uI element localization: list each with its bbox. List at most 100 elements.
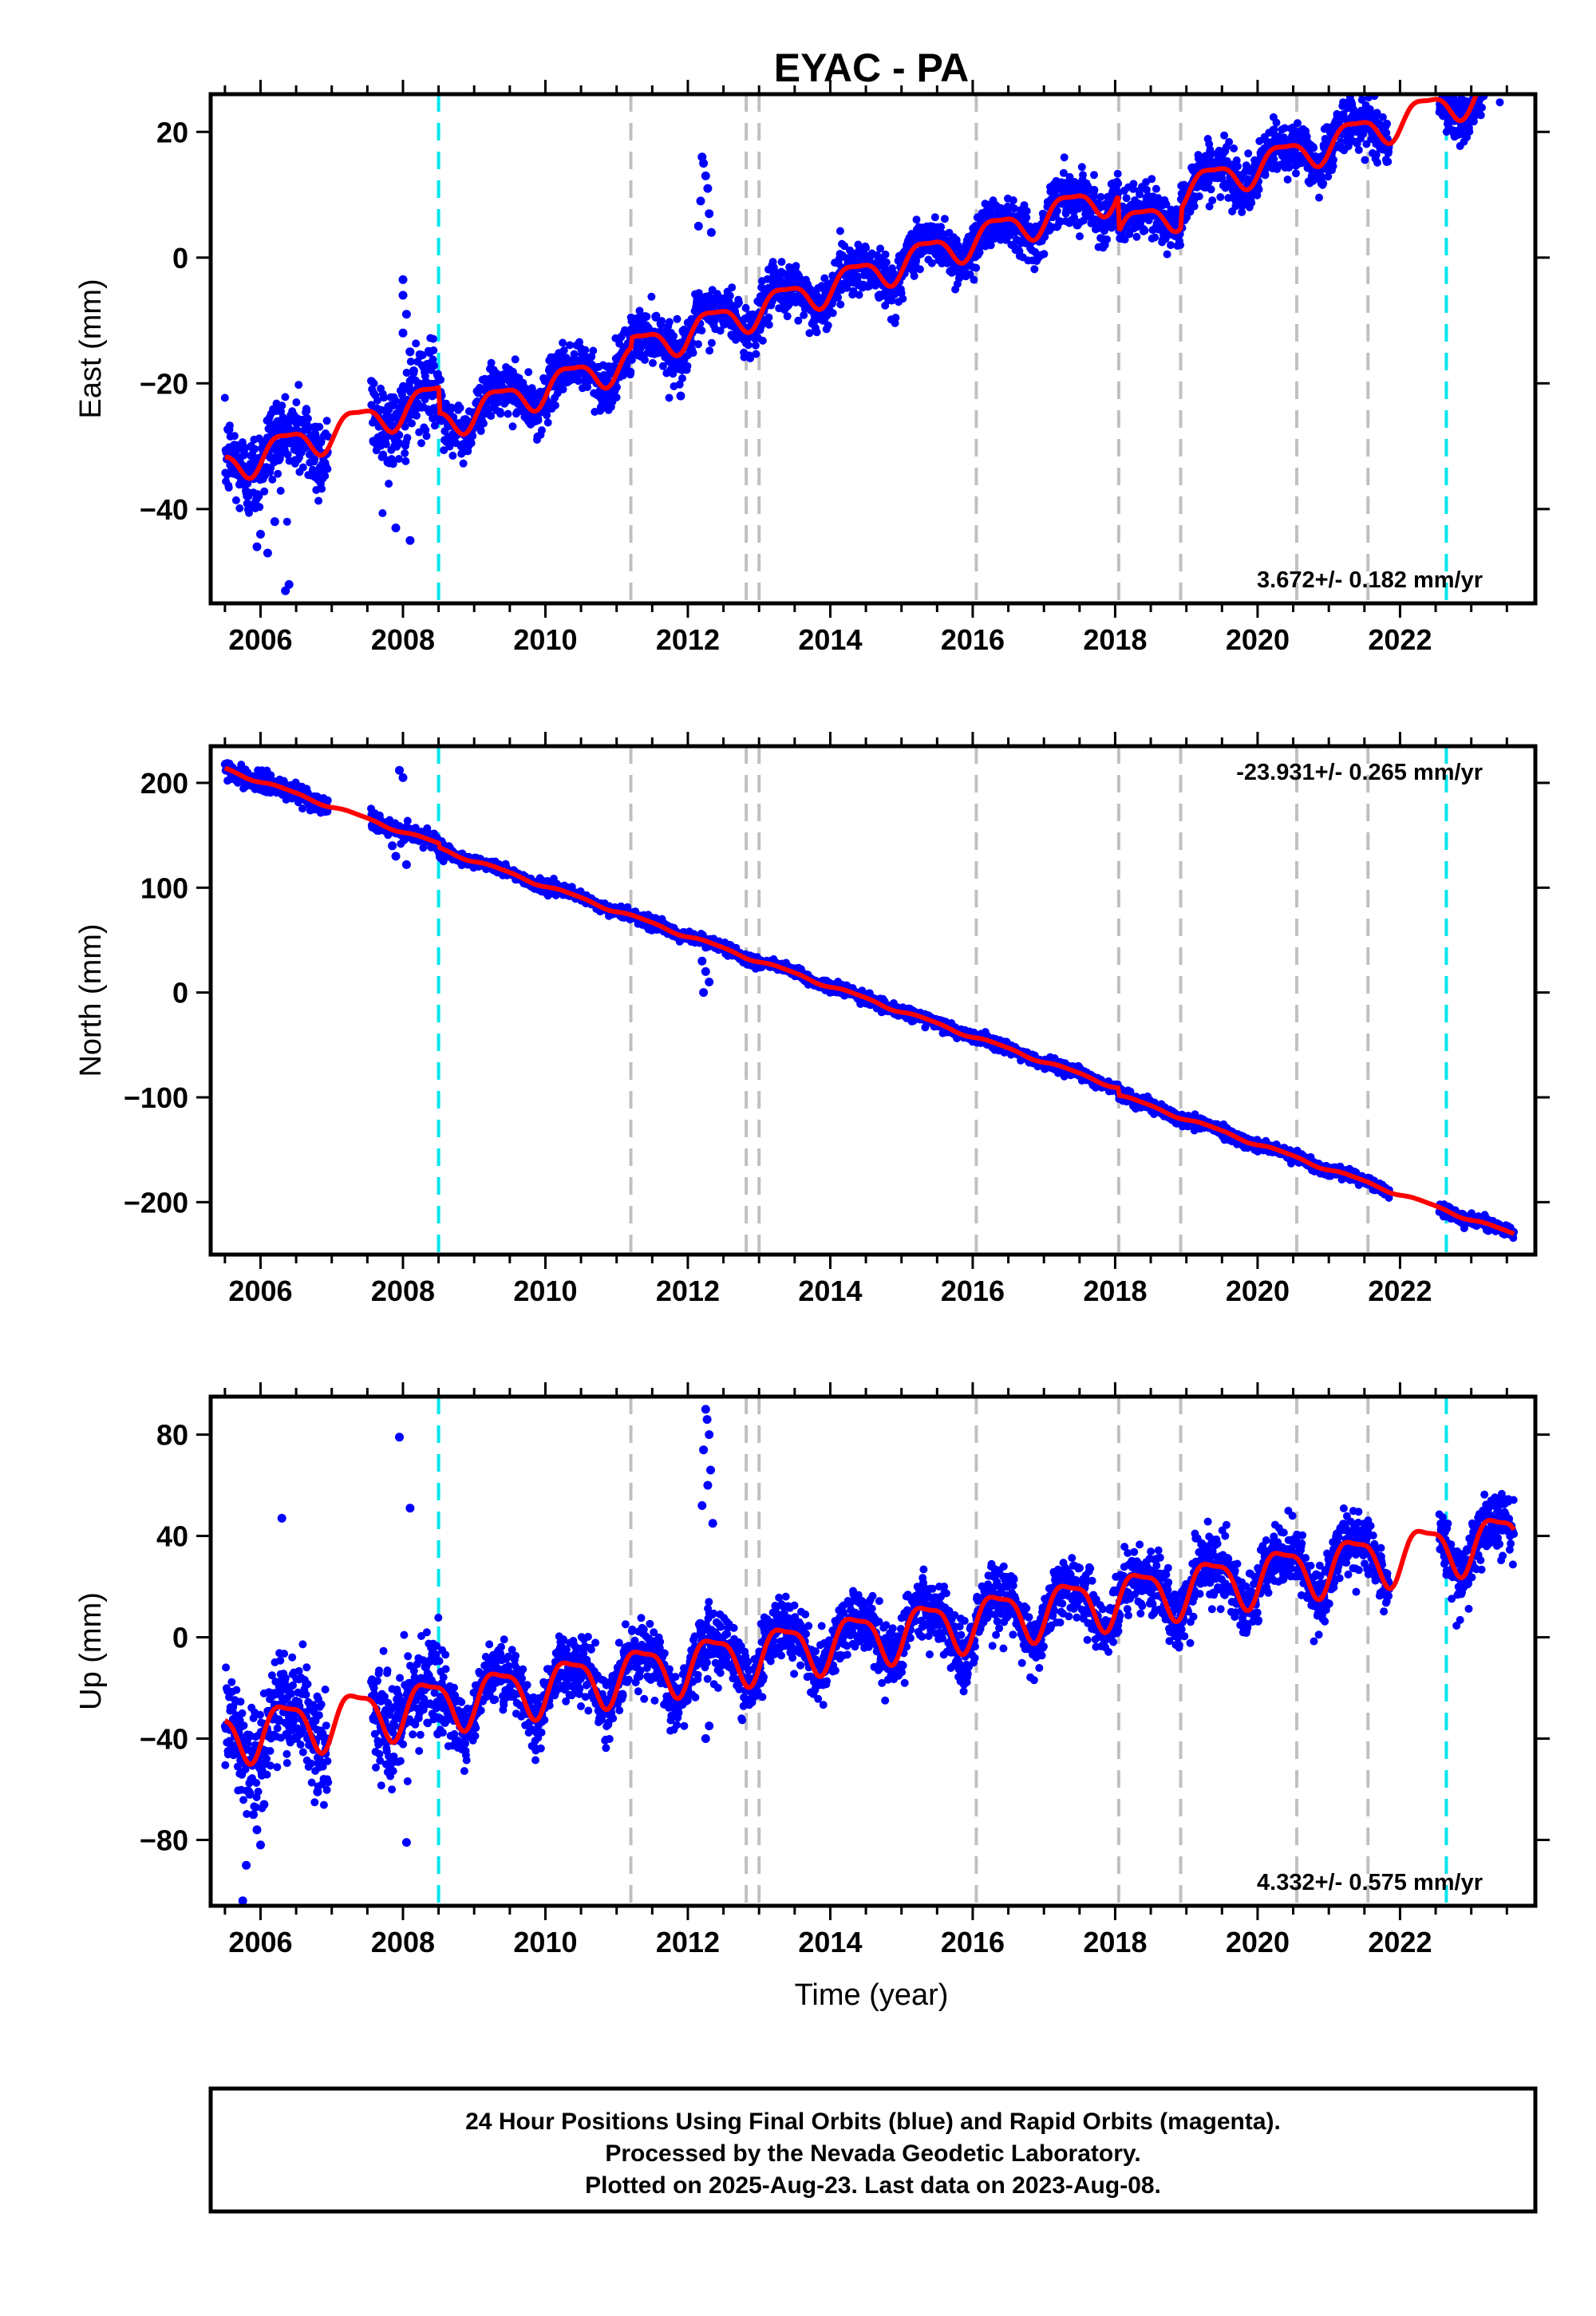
east-data-point (855, 290, 863, 299)
east-data-point (566, 341, 574, 350)
east-data-point (891, 314, 900, 322)
east-data-point (751, 341, 760, 350)
east-data-point (1010, 204, 1018, 213)
east-data-point (1079, 171, 1087, 180)
east-data-point (669, 370, 678, 378)
east-x-tick-label: 2018 (1083, 623, 1147, 656)
east-data-point (1270, 125, 1278, 134)
east-data-point (1285, 164, 1294, 172)
east-data-point (764, 320, 773, 329)
east-data-point (437, 375, 445, 384)
east-data-point (1122, 194, 1131, 203)
east-data-point (1244, 149, 1253, 158)
east-data-point (769, 263, 778, 272)
east-data-point (744, 341, 753, 350)
east-data-point (930, 213, 939, 222)
east-data-point (314, 496, 323, 505)
east-data-point (1373, 109, 1381, 117)
east-data-point (940, 215, 949, 223)
east-data-point (758, 336, 767, 345)
east-data-point (430, 421, 439, 430)
east-data-point (429, 334, 437, 343)
east-data-point (675, 380, 684, 389)
east-data-point (487, 412, 496, 421)
east-data-point (1357, 96, 1366, 105)
east-data-point (1142, 185, 1151, 194)
east-data-point (551, 401, 559, 409)
east-data-point (1378, 113, 1387, 121)
east-data-point (697, 326, 706, 335)
east-outlier-point (263, 548, 272, 558)
east-data-point (1382, 128, 1391, 137)
east-data-point (927, 259, 936, 267)
east-data-point (757, 283, 766, 292)
east-data-point (1281, 124, 1289, 132)
east-data-point (542, 376, 551, 385)
east-data-point (912, 215, 921, 224)
east-outlier-point (705, 209, 714, 219)
east-outlier-point (391, 524, 401, 532)
east-data-point (581, 346, 590, 354)
east-y-axis-label: East (mm) (74, 279, 108, 418)
east-data-point (318, 484, 326, 493)
east-data-point (496, 409, 505, 418)
east-data-point (689, 349, 697, 358)
east-data-point (1324, 172, 1333, 181)
east-data-point (413, 411, 421, 420)
east-data-point (970, 275, 978, 284)
east-data-point (1329, 156, 1337, 164)
east-data-point (1469, 117, 1478, 126)
east-data-point (1270, 155, 1278, 164)
east-data-point (1176, 241, 1185, 249)
east-data-point (1059, 168, 1068, 177)
east-data-point (1009, 196, 1017, 204)
east-data-point (834, 293, 843, 302)
east-data-point (240, 450, 249, 459)
east-outlier-point (398, 275, 408, 284)
east-data-point (678, 374, 686, 383)
north-data-point (323, 796, 332, 804)
east-data-point (1076, 232, 1084, 241)
east-data-point (1361, 156, 1369, 164)
east-y-tick-label: 0 (172, 242, 188, 275)
east-data-point (323, 464, 332, 473)
east-data-point (402, 369, 411, 377)
east-data-point (670, 332, 678, 340)
east-data-point (1362, 140, 1371, 148)
east-data-point (283, 450, 292, 459)
east-data-point (1225, 137, 1234, 146)
east-data-point (281, 393, 290, 401)
east-data-point (468, 432, 477, 441)
east-data-point (1207, 185, 1215, 194)
east-data-point (245, 508, 253, 517)
east-data-point (1103, 235, 1112, 243)
east-x-tick-label: 2014 (798, 623, 862, 656)
east-data-point (292, 398, 301, 407)
east-x-tick-label: 2006 (228, 623, 292, 656)
east-data-point (401, 456, 410, 465)
east-data-point (1216, 193, 1225, 201)
east-data-point (972, 263, 981, 272)
east-data-point (716, 326, 725, 335)
north-panel: 2006 2008 2010 2012 2014 2016 2018 2020 2022−200… (74, 732, 1550, 1307)
east-outlier-point (398, 328, 408, 338)
east-outlier-point (252, 542, 262, 551)
east-data-point (230, 432, 239, 441)
east-data-point (574, 377, 583, 385)
east-data-point (694, 340, 702, 349)
east-data-point (871, 281, 880, 290)
east-data-point (1151, 233, 1159, 242)
east-outlier-point (701, 171, 710, 180)
east-data-point (1060, 153, 1069, 162)
east-data-point (1152, 184, 1160, 193)
east-data-point (635, 306, 644, 315)
east-data-point (1022, 207, 1031, 215)
east-data-point (394, 438, 403, 447)
east-data-point (255, 503, 264, 512)
east-data-point (543, 418, 552, 427)
east-data-point (1359, 130, 1367, 138)
east-data-point (621, 326, 630, 334)
east-data-point (876, 244, 885, 253)
east-data-point (705, 346, 714, 355)
east-data-point (1230, 144, 1238, 152)
